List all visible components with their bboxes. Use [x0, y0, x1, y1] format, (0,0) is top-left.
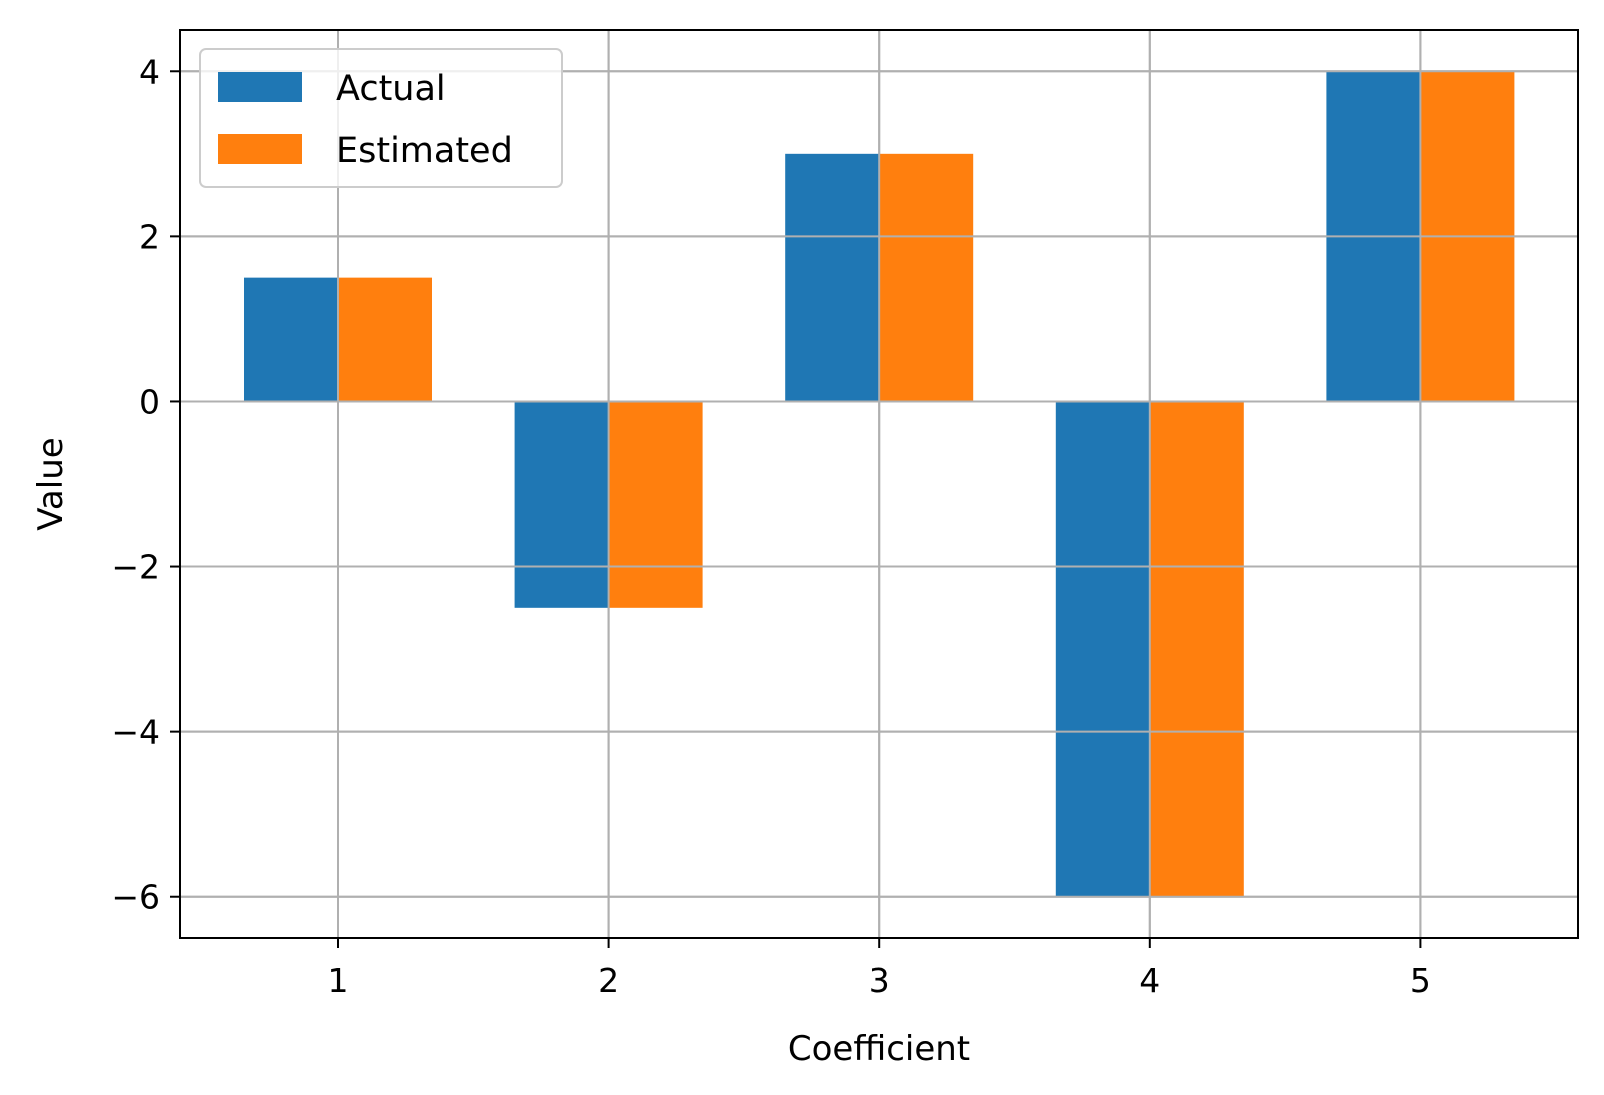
y-axis-label: Value	[31, 437, 71, 530]
bar-actual-1	[244, 277, 338, 402]
bar-actual-4	[1055, 401, 1150, 897]
legend-label-actual: Actual	[336, 69, 446, 109]
y-tick-label: 4	[139, 52, 160, 91]
x-tick-label: 2	[598, 961, 619, 1000]
bar-actual-2	[514, 401, 609, 608]
x-tick-label: 3	[869, 961, 890, 1000]
bar-actual-3	[785, 153, 880, 402]
axis-ticks: 4 2 0 −2 −4 −6 1 2 3 4 5	[111, 52, 1431, 1000]
bar-estimated-1	[338, 277, 432, 402]
x-tick-label: 1	[328, 961, 349, 1000]
y-tick-label: −6	[111, 878, 160, 917]
x-tick-label: 4	[1139, 961, 1160, 1000]
bar-estimated-2	[608, 401, 703, 608]
bar-estimated-3	[879, 153, 974, 402]
y-tick-label: −4	[111, 713, 160, 752]
legend: Actual Estimated	[199, 48, 563, 188]
legend-swatch-actual	[218, 72, 302, 102]
y-tick-label: −2	[111, 548, 160, 587]
y-tick-label: 2	[139, 217, 160, 256]
legend-swatch-estimated	[218, 134, 302, 164]
y-tick-label: 0	[139, 382, 160, 421]
legend-label-estimated: Estimated	[336, 131, 513, 171]
x-tick-label: 5	[1410, 961, 1431, 1000]
x-axis-label: Coefficient	[788, 1029, 970, 1069]
bar-estimated-4	[1149, 401, 1244, 897]
